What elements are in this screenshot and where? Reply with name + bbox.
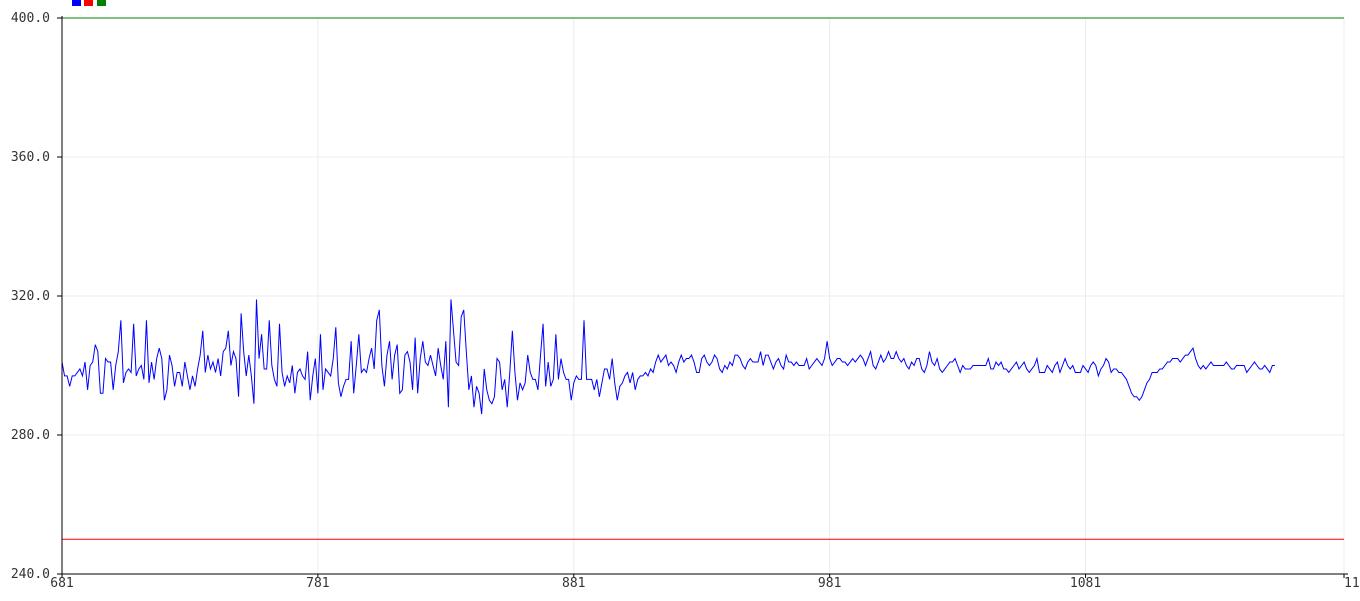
x-tick-label: 681 xyxy=(50,576,73,591)
legend-swatch-blue xyxy=(72,0,81,6)
y-tick-label: 400.0 xyxy=(11,11,50,26)
y-tick-label: 280.0 xyxy=(11,428,50,443)
x-tick-label: 881 xyxy=(562,576,585,591)
x-tick-label: 781 xyxy=(306,576,329,591)
y-tick-label: 360.0 xyxy=(11,150,50,165)
x-tick-label: 1182 xyxy=(1344,576,1360,591)
y-tick-label: 320.0 xyxy=(11,289,50,304)
legend-swatch-green xyxy=(97,0,106,6)
x-tick-label: 981 xyxy=(818,576,841,591)
legend-swatch-red xyxy=(84,0,93,6)
x-tick-label: 1081 xyxy=(1070,576,1101,591)
series-line-1 xyxy=(61,299,1275,415)
y-tick-label: 240.0 xyxy=(11,567,50,582)
